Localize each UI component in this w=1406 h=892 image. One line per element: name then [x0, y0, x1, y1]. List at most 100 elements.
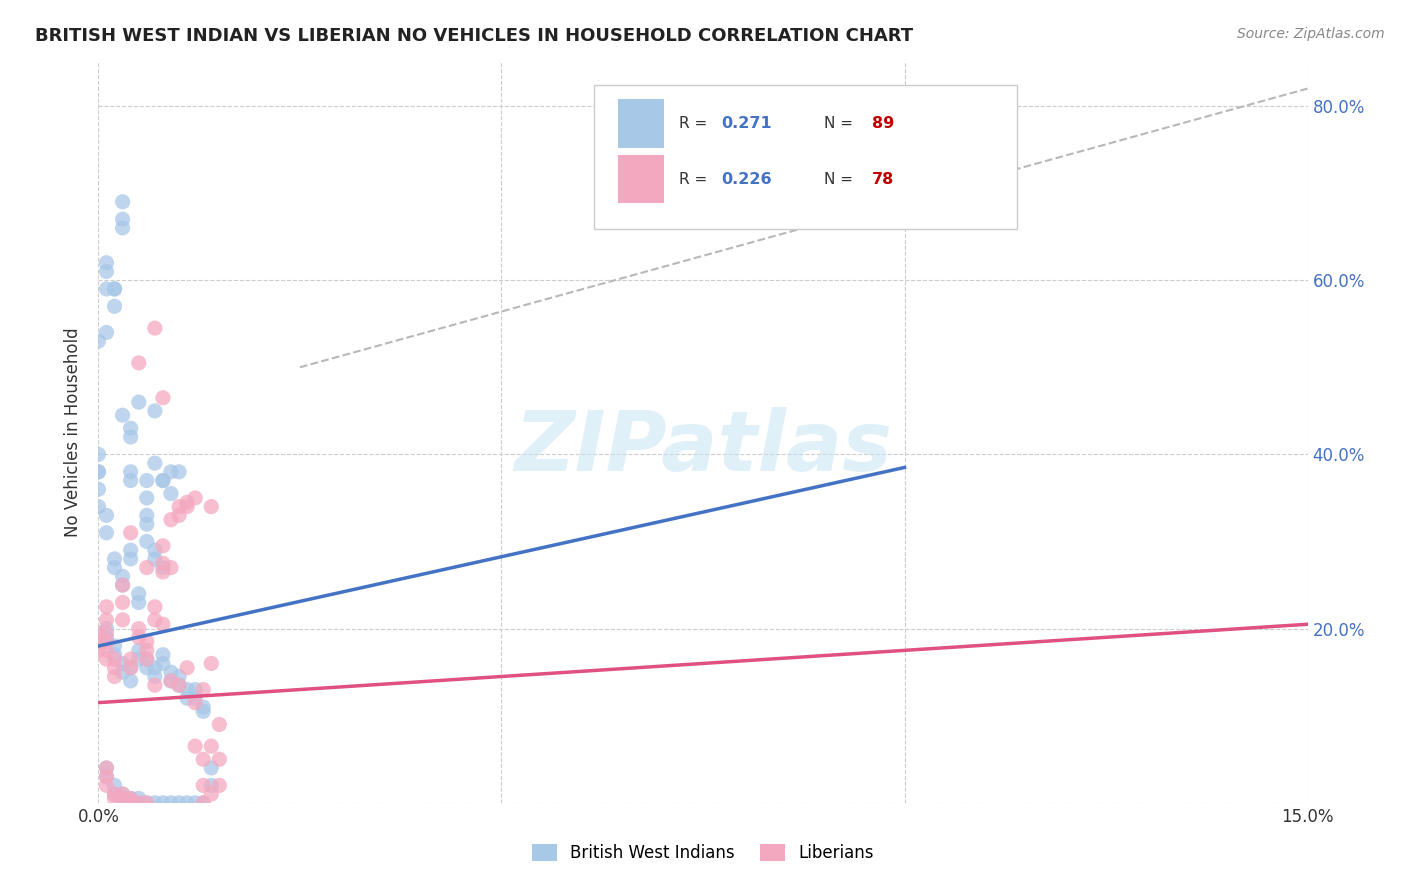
Point [193, 778, 215, 792]
Point [87, 465, 110, 479]
Point [200, 778, 222, 792]
Point [184, 682, 207, 697]
Point [167, 796, 190, 810]
Point [135, 491, 157, 505]
Point [96, 599, 118, 614]
Point [160, 673, 183, 688]
Point [135, 652, 157, 666]
Point [96, 525, 118, 540]
Point [96, 761, 118, 775]
Point [193, 704, 215, 718]
Point [135, 517, 157, 532]
Text: BRITISH WEST INDIAN VS LIBERIAN NO VEHICLES IN HOUSEHOLD CORRELATION CHART: BRITISH WEST INDIAN VS LIBERIAN NO VEHIC… [35, 27, 914, 45]
Point [176, 661, 198, 675]
Point [143, 678, 166, 692]
Point [103, 791, 125, 805]
Point [120, 525, 142, 540]
Point [103, 787, 125, 801]
Point [103, 648, 125, 662]
Point [120, 652, 142, 666]
Point [120, 791, 142, 805]
Point [143, 796, 166, 810]
Point [96, 778, 118, 792]
Point [160, 513, 183, 527]
Point [111, 787, 134, 801]
Point [111, 791, 134, 805]
Point [193, 796, 215, 810]
Point [143, 552, 166, 566]
Point [111, 194, 134, 209]
Point [200, 761, 222, 775]
Point [193, 700, 215, 714]
Point [152, 657, 174, 671]
Point [193, 682, 215, 697]
Point [120, 474, 142, 488]
Text: R =: R = [679, 171, 711, 186]
Point [96, 613, 118, 627]
Point [87, 334, 110, 348]
Point [160, 665, 183, 680]
FancyBboxPatch shape [619, 99, 664, 147]
Point [103, 282, 125, 296]
Point [87, 447, 110, 461]
Text: ZIPatlas: ZIPatlas [515, 407, 891, 488]
Point [184, 491, 207, 505]
Point [120, 421, 142, 435]
Point [128, 622, 150, 636]
Point [103, 787, 125, 801]
Point [135, 560, 157, 574]
Point [120, 430, 142, 444]
Point [135, 661, 157, 675]
FancyBboxPatch shape [619, 155, 664, 203]
Point [152, 796, 174, 810]
Point [208, 717, 231, 731]
Point [128, 595, 150, 609]
Point [135, 796, 157, 810]
Text: Source: ZipAtlas.com: Source: ZipAtlas.com [1237, 27, 1385, 41]
Point [96, 643, 118, 657]
Point [167, 678, 190, 692]
Point [96, 508, 118, 523]
Point [111, 578, 134, 592]
Point [128, 356, 150, 370]
Point [96, 622, 118, 636]
Point [120, 796, 142, 810]
Point [87, 643, 110, 657]
Point [152, 539, 174, 553]
Point [184, 691, 207, 706]
Point [176, 691, 198, 706]
Point [128, 791, 150, 805]
Point [120, 673, 142, 688]
Point [167, 465, 190, 479]
Point [96, 256, 118, 270]
Point [103, 652, 125, 666]
Point [120, 465, 142, 479]
FancyBboxPatch shape [595, 85, 1018, 229]
Point [96, 626, 118, 640]
Point [135, 474, 157, 488]
Point [184, 696, 207, 710]
Point [143, 669, 166, 683]
Point [87, 634, 110, 648]
Point [103, 560, 125, 574]
Text: R =: R = [679, 116, 711, 131]
Point [120, 661, 142, 675]
Point [96, 761, 118, 775]
Point [167, 669, 190, 683]
Point [103, 778, 125, 792]
Text: 0.271: 0.271 [721, 116, 772, 131]
Point [111, 569, 134, 583]
Point [167, 500, 190, 514]
Point [87, 482, 110, 496]
Point [87, 626, 110, 640]
Point [200, 500, 222, 514]
Point [128, 395, 150, 409]
Point [143, 404, 166, 418]
Point [152, 617, 174, 632]
Point [87, 500, 110, 514]
Point [103, 299, 125, 313]
Point [143, 321, 166, 335]
Point [120, 661, 142, 675]
Point [152, 474, 174, 488]
Text: N =: N = [824, 116, 858, 131]
